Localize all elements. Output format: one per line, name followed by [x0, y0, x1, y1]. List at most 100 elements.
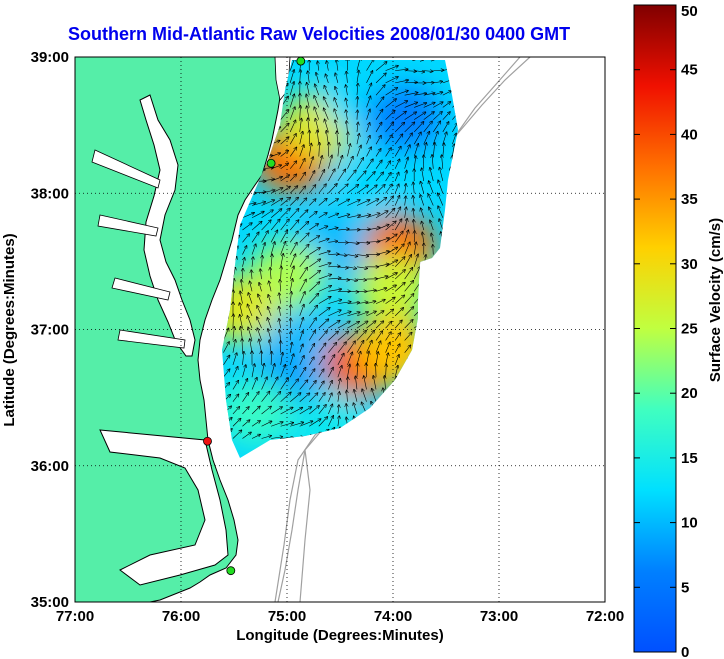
- velocity-vector: [261, 406, 272, 415]
- velocity-vector: [357, 122, 358, 132]
- velocity-vector: [289, 161, 296, 169]
- velocity-vector: [366, 330, 375, 341]
- velocity-vector: [242, 379, 247, 390]
- velocity-vector: [251, 232, 259, 243]
- velocity-vector: [385, 309, 394, 317]
- velocity-vector: [356, 185, 368, 194]
- velocity-vector: [300, 118, 302, 132]
- velocity-vector: [385, 99, 397, 108]
- velocity-vector: [394, 283, 405, 292]
- velocity-vector: [346, 85, 348, 96]
- velocity-vector: [404, 268, 413, 280]
- velocity-vector: [385, 173, 391, 182]
- velocity-vector: [299, 159, 305, 169]
- velocity-vector: [280, 137, 289, 145]
- velocity-vector: [357, 97, 358, 108]
- velocity-vector: [257, 306, 262, 316]
- velocity-vector: [233, 314, 234, 329]
- velocity-vector: [366, 60, 374, 71]
- velocity-vector: [223, 355, 229, 366]
- velocity-vector: [318, 199, 327, 206]
- velocity-vector: [355, 376, 357, 390]
- velocity-vector: [247, 316, 253, 329]
- velocity-vector: [251, 202, 265, 206]
- velocity-vector: [281, 266, 282, 280]
- velocity-vector: [405, 184, 406, 194]
- velocity-vector: [280, 407, 293, 415]
- velocity-vector: [300, 70, 301, 83]
- velocity-vector: [328, 254, 339, 255]
- velocity-vector: [280, 242, 286, 255]
- velocity-vector: [318, 343, 326, 353]
- velocity-vector: [271, 254, 272, 267]
- velocity-vector: [328, 310, 341, 317]
- velocity-vector: [241, 327, 243, 341]
- colorbar-tick-label: 10: [681, 515, 698, 532]
- x-tick-label: 75:00: [268, 608, 306, 625]
- velocity-vector: [347, 185, 358, 194]
- velocity-vector: [240, 315, 243, 329]
- velocity-vector: [433, 245, 434, 255]
- velocity-vector: [268, 295, 272, 304]
- velocity-vector: [309, 224, 318, 231]
- velocity-vector: [280, 197, 291, 206]
- velocity-vector: [384, 376, 385, 390]
- velocity-vector: [385, 332, 392, 341]
- velocity-vector: [394, 295, 404, 304]
- velocity-vector: [394, 270, 405, 280]
- y-tick-labels: 35:00 36:00 37:00 38:00 39:00: [31, 49, 69, 611]
- velocity-vector: [279, 306, 281, 316]
- velocity-vector: [261, 210, 274, 219]
- velocity-vector: [385, 77, 398, 84]
- velocity-vector: [395, 80, 408, 84]
- velocity-vector: [366, 301, 376, 304]
- velocity-vector: [309, 318, 316, 329]
- velocity-vector: [404, 219, 408, 231]
- velocity-vector: [429, 207, 434, 218]
- velocity-vector: [328, 213, 338, 219]
- velocity-vector: [375, 352, 378, 365]
- velocity-vector: [375, 185, 385, 194]
- velocity-vector: [375, 122, 382, 133]
- velocity-vector: [335, 87, 339, 96]
- velocity-vector: [280, 110, 289, 120]
- velocity-vector: [366, 321, 376, 329]
- velocity-vector: [289, 134, 296, 145]
- velocity-vector: [394, 172, 399, 182]
- velocity-vector: [290, 422, 303, 427]
- velocity-vector: [271, 351, 272, 365]
- velocity-vector: [347, 321, 359, 329]
- velocity-vector: [270, 267, 271, 280]
- y-axis-label: Latitude (Degrees:Minutes): [1, 233, 18, 426]
- velocity-vector: [346, 110, 348, 120]
- velocity-vector: [385, 208, 395, 218]
- velocity-vector: [347, 156, 353, 169]
- velocity-vector: [356, 302, 368, 304]
- velocity-vector: [327, 61, 329, 71]
- velocity-vector: [385, 66, 399, 71]
- velocity-vector: [233, 327, 234, 341]
- velocity-vector: [289, 209, 299, 218]
- velocity-vector: [318, 156, 322, 169]
- velocity-vector: [404, 332, 412, 341]
- velocity-vector: [270, 209, 282, 219]
- velocity-vector: [366, 290, 377, 291]
- x-tick-label: 77:00: [56, 608, 94, 625]
- velocity-vector: [413, 182, 414, 194]
- velocity-vector: [404, 307, 414, 317]
- velocity-vector: [259, 283, 262, 292]
- velocity-vector: [232, 394, 239, 402]
- velocity-vector: [318, 170, 325, 182]
- velocity-vector: [347, 267, 356, 269]
- velocity-vector: [337, 321, 350, 329]
- velocity-vector: [394, 219, 402, 231]
- velocity-vector: [280, 163, 289, 169]
- velocity-vector: [337, 199, 350, 206]
- velocity-vector: [309, 271, 320, 280]
- velocity-vector: [413, 267, 420, 280]
- velocity-vector: [452, 123, 457, 133]
- velocity-vector: [270, 188, 283, 194]
- velocity-vector: [357, 45, 362, 58]
- velocity-vector: [289, 231, 298, 243]
- velocity-vector: [300, 106, 301, 120]
